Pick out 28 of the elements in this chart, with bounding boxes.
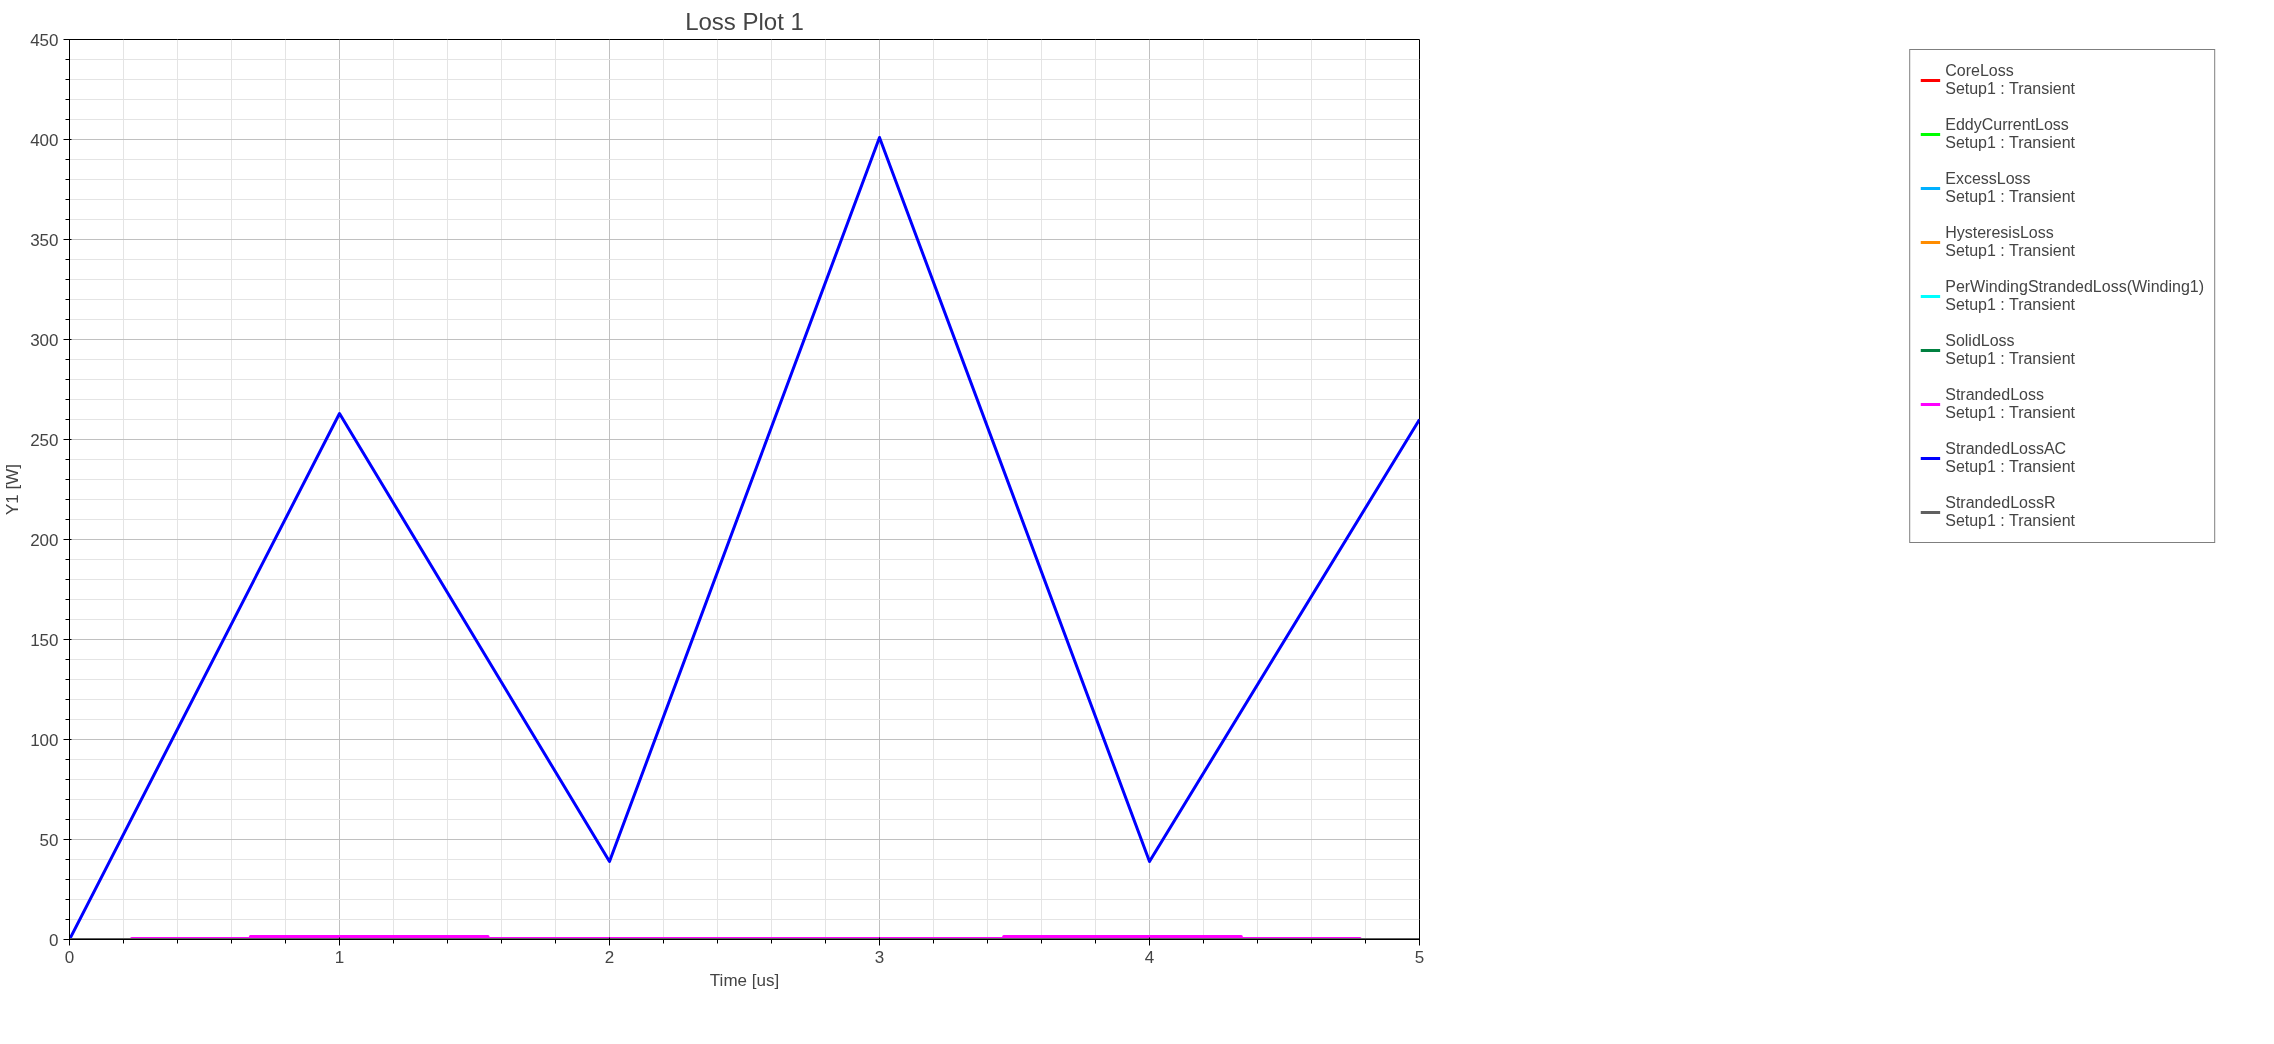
legend-label: StrandedLossR Setup1 : Transient: [1945, 493, 2076, 531]
legend-label: PerWindingStrandedLoss(Winding1) Setup1 : Transient: [1945, 277, 2204, 315]
legend-label: HysteresisLoss Setup1 : Transient: [1945, 223, 2076, 261]
y-tick-label: 50: [39, 830, 59, 850]
legend-label: ExcessLoss Setup1 : Transient: [1945, 169, 2076, 207]
x-axis-title: Time [us]: [709, 970, 780, 990]
legend-label: CoreLoss Setup1 : Transient: [1945, 61, 2076, 99]
x-tick-label: 3: [874, 947, 885, 967]
chart-title: Loss Plot 1: [685, 7, 804, 35]
legend-label: SolidLoss Setup1 : Transient: [1945, 331, 2076, 369]
legend-label: StrandedLossAC Setup1 : Transient: [1945, 439, 2076, 477]
x-tick-label: 0: [64, 947, 75, 967]
x-tick-label: 4: [1144, 947, 1155, 967]
y-tick-label: 100: [30, 730, 59, 750]
x-tick-label: 1: [334, 947, 345, 967]
x-tick-label: 5: [1414, 947, 1425, 967]
y-tick-label: 0: [49, 930, 59, 950]
y-tick-label: 150: [30, 630, 59, 650]
legend-label: StrandedLoss Setup1 : Transient: [1945, 385, 2076, 423]
y-tick-label: 450: [30, 30, 59, 50]
y-tick-label: 400: [30, 130, 59, 150]
y-tick-label: 300: [30, 330, 59, 350]
y-tick-label: 250: [30, 430, 59, 450]
y-tick-label: 200: [30, 530, 59, 550]
legend-label: EddyCurrentLoss Setup1 : Transient: [1945, 115, 2076, 153]
x-tick-label: 2: [604, 947, 615, 967]
y-tick-label: 350: [30, 230, 59, 250]
y-axis-title: Y1 [W]: [3, 463, 23, 515]
